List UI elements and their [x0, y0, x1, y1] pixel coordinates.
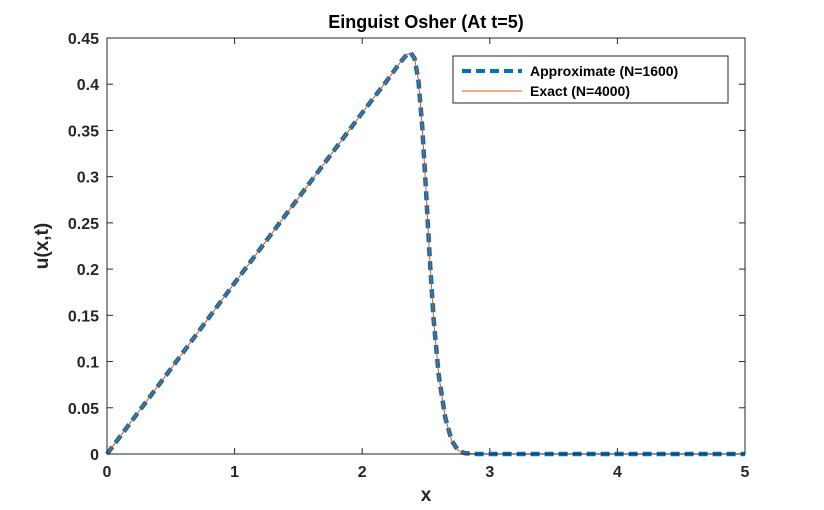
axes-frame — [106, 37, 746, 455]
legend: Approximate (N=1600) Exact (N=4000) — [452, 55, 729, 104]
y-tick-label: 0.45 — [68, 31, 99, 48]
y-tick-label: 0 — [90, 447, 99, 464]
x-tick-label: 0 — [103, 464, 112, 481]
y-tick-label: 0.15 — [68, 308, 99, 325]
x-tick-label: 5 — [741, 464, 750, 481]
y-tick-label: 0.35 — [68, 123, 99, 140]
series-line-exact — [106, 52, 745, 455]
legend-label-exact: Exact (N=4000) — [530, 83, 630, 99]
y-tick-label: 0.2 — [77, 262, 99, 279]
plot-area — [107, 38, 745, 454]
y-tick-label: 0.25 — [68, 216, 99, 233]
chart-title: Einguist Osher (At t=5) — [328, 12, 524, 32]
x-tick-label: 3 — [485, 464, 494, 481]
y-tick-label: 0.3 — [77, 170, 99, 187]
ticks-layer: 0 1 2 3 4 5 0 0.05 0.1 0.15 0.2 0.25 0.3 0.35 0.4 0.45 — [68, 31, 750, 481]
x-axis-label: x — [421, 485, 432, 506]
series-layer — [105, 50, 745, 457]
x-tick-label: 2 — [358, 464, 367, 481]
x-tick-label: 1 — [230, 464, 239, 481]
y-axis-label: u(x,t) — [32, 223, 53, 269]
y-tick-label: 0.1 — [77, 355, 99, 372]
legend-box — [452, 55, 729, 104]
legend-label-approximate: Approximate (N=1600) — [530, 63, 678, 79]
y-tick-label: 0.05 — [68, 401, 99, 418]
y-tick-label: 0.4 — [77, 77, 99, 94]
x-tick-label: 4 — [613, 464, 622, 481]
